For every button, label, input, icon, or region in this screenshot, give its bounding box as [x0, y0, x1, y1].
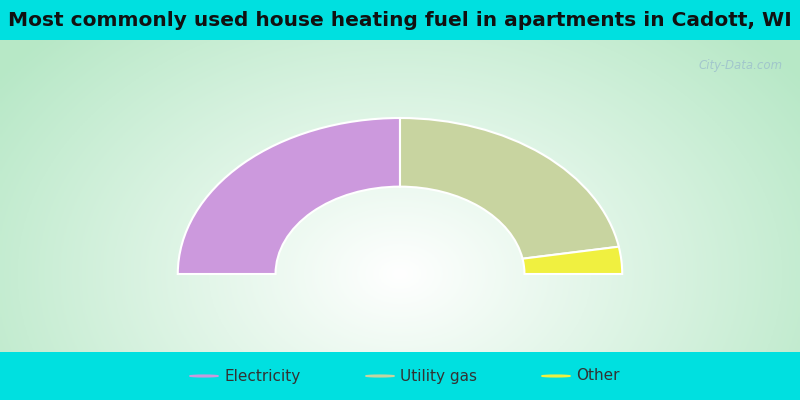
- Circle shape: [190, 375, 218, 377]
- Wedge shape: [400, 118, 618, 259]
- Text: Other: Other: [576, 368, 619, 384]
- Text: Utility gas: Utility gas: [400, 368, 477, 384]
- Circle shape: [542, 375, 570, 377]
- Circle shape: [366, 375, 394, 377]
- Text: Electricity: Electricity: [224, 368, 300, 384]
- Wedge shape: [178, 118, 400, 274]
- Wedge shape: [522, 247, 622, 274]
- Text: City-Data.com: City-Data.com: [698, 59, 782, 72]
- Text: Most commonly used house heating fuel in apartments in Cadott, WI: Most commonly used house heating fuel in…: [8, 10, 792, 30]
